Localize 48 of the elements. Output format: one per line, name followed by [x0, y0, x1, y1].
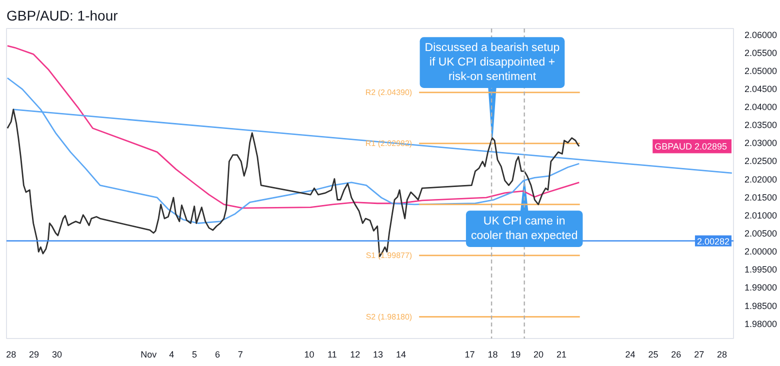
x-tick-label: 10 — [304, 350, 314, 360]
y-tick-label: 2.04000 — [744, 102, 778, 112]
x-tick-label: 12 — [350, 350, 360, 360]
x-tick-label: 28 — [6, 350, 16, 360]
y-tick-label: 2.05500 — [744, 48, 778, 58]
series-label: S2 (1.98180) — [366, 312, 412, 322]
x-tick-label: Nov — [140, 350, 158, 360]
y-tick-label: 2.04500 — [744, 84, 778, 94]
x-tick-label: 19 — [510, 350, 521, 360]
series-label: R2 (2.04390) — [365, 88, 412, 97]
ref-line-label: 2.00282 — [696, 236, 730, 246]
y-tick-label: 1.98000 — [744, 318, 778, 329]
x-tick-label: 20 — [534, 350, 544, 360]
annotation: GBPAUD 2.02895 — [654, 141, 727, 152]
y-tick-label: 2.03000 — [744, 138, 778, 148]
y-tick-label: 2.05000 — [744, 66, 778, 76]
y-tick-label: 2.00000 — [744, 246, 778, 257]
x-tick-label: 14 — [396, 350, 406, 360]
y-tick-label: 2.03500 — [744, 120, 778, 130]
x-tick-label: 13 — [373, 350, 384, 360]
annotation: UK CPI came in cooler than expected — [470, 216, 578, 242]
x-tick-label: 26 — [671, 350, 682, 360]
y-tick-label: 2.06000 — [744, 30, 778, 40]
x-tick-label: 29 — [29, 350, 40, 360]
y-tick-label: 2.02000 — [744, 174, 778, 184]
y-tick-label: 1.99000 — [744, 282, 778, 293]
y-tick-label: 1.99500 — [744, 264, 778, 275]
chart-title: GBP/AUD: 1-hour — [6, 8, 118, 24]
x-tick-label: 4 — [169, 350, 174, 360]
x-tick-label: 6 — [214, 350, 220, 360]
x-tick-label: 11 — [327, 350, 337, 360]
y-tick-label: 2.01000 — [744, 210, 778, 220]
series-label: S1 (1.99877) — [366, 250, 412, 260]
y-tick-label: 2.00500 — [744, 228, 778, 238]
y-tick-label: 2.01500 — [744, 192, 778, 202]
x-tick-label: 25 — [648, 350, 658, 360]
annotation: Discussed a bearish setup if UK CPI disappointed + risk-on sentiment — [424, 42, 560, 83]
x-tick-label: 5 — [192, 350, 198, 360]
x-tick-label: 27 — [694, 350, 704, 360]
x-tick-label: 7 — [238, 350, 243, 360]
y-tick-label: 2.02500 — [744, 156, 778, 166]
x-tick-label: 21 — [556, 350, 567, 360]
x-tick-label: 28 — [717, 350, 728, 360]
x-tick-label: 17 — [464, 350, 475, 360]
y-tick-label: 1.98500 — [744, 300, 778, 311]
x-tick-label: 18 — [488, 350, 498, 360]
x-tick-label: 24 — [625, 350, 636, 360]
x-tick-label: 30 — [52, 350, 62, 360]
